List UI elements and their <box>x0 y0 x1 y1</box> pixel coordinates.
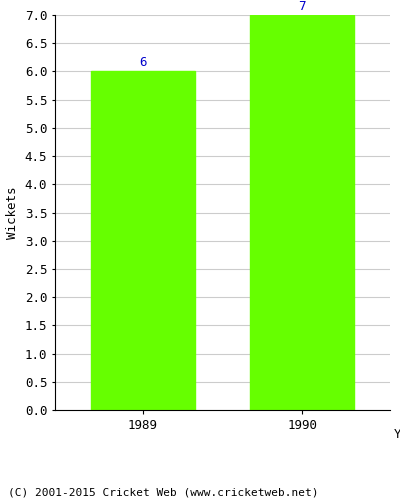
Bar <box>250 15 354 410</box>
Y-axis label: Wickets: Wickets <box>6 186 19 239</box>
Bar <box>91 72 194 410</box>
Text: (C) 2001-2015 Cricket Web (www.cricketweb.net): (C) 2001-2015 Cricket Web (www.cricketwe… <box>8 488 318 498</box>
Text: 6: 6 <box>139 56 146 69</box>
Text: 7: 7 <box>298 0 306 12</box>
Text: Year: Year <box>394 428 400 440</box>
